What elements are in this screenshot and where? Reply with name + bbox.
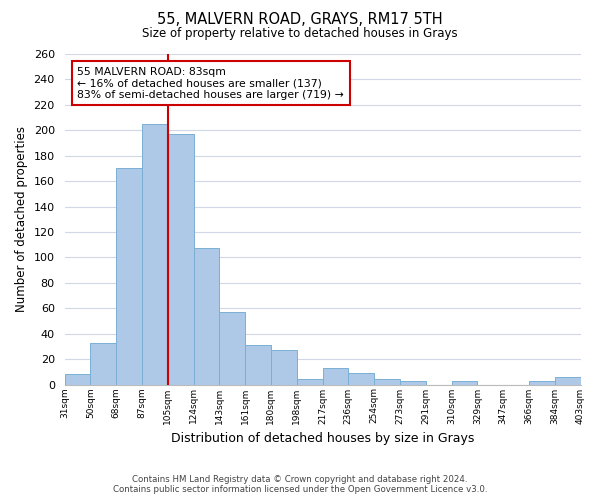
Text: Contains HM Land Registry data © Crown copyright and database right 2024.
Contai: Contains HM Land Registry data © Crown c… bbox=[113, 474, 487, 494]
Text: 55, MALVERN ROAD, GRAYS, RM17 5TH: 55, MALVERN ROAD, GRAYS, RM17 5TH bbox=[157, 12, 443, 28]
Bar bbox=[349, 373, 374, 384]
X-axis label: Distribution of detached houses by size in Grays: Distribution of detached houses by size … bbox=[171, 432, 474, 445]
Bar bbox=[220, 312, 245, 384]
Bar bbox=[374, 380, 400, 384]
Bar bbox=[271, 350, 297, 384]
Bar bbox=[297, 380, 323, 384]
Text: 55 MALVERN ROAD: 83sqm
← 16% of detached houses are smaller (137)
83% of semi-de: 55 MALVERN ROAD: 83sqm ← 16% of detached… bbox=[77, 66, 344, 100]
Bar bbox=[65, 374, 91, 384]
Bar bbox=[142, 124, 168, 384]
Y-axis label: Number of detached properties: Number of detached properties bbox=[15, 126, 28, 312]
Bar bbox=[245, 345, 271, 385]
Bar bbox=[168, 134, 194, 384]
Bar bbox=[116, 168, 142, 384]
Bar bbox=[91, 342, 116, 384]
Bar bbox=[323, 368, 349, 384]
Bar bbox=[400, 380, 426, 384]
Text: Size of property relative to detached houses in Grays: Size of property relative to detached ho… bbox=[142, 28, 458, 40]
Bar bbox=[194, 248, 220, 384]
Bar bbox=[529, 380, 555, 384]
Bar bbox=[452, 380, 478, 384]
Bar bbox=[555, 377, 581, 384]
